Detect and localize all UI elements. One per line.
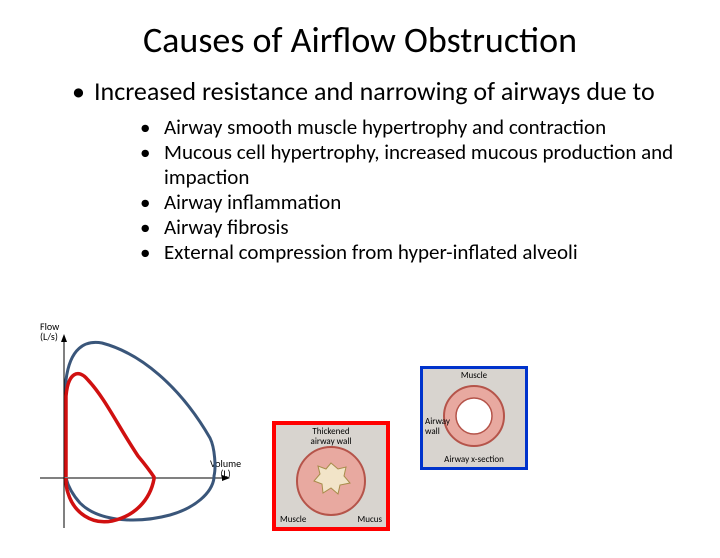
sub-bullet: External compression from hyper-inflated… bbox=[140, 240, 700, 264]
sub-bullet: Airway fibrosis bbox=[140, 215, 700, 239]
diag2-bottom-label: Airway x-section bbox=[423, 455, 525, 465]
sub-bullet-list: Airway smooth muscle hypertrophy and con… bbox=[140, 115, 700, 264]
lumen bbox=[456, 398, 492, 434]
obstructed-curve bbox=[66, 374, 154, 522]
x-axis-arrow bbox=[222, 475, 230, 481]
diag1-mucus-label: Mucus bbox=[358, 515, 382, 525]
diag2-wall-label: Airwaywall bbox=[425, 417, 450, 437]
y-axis-arrow bbox=[61, 334, 67, 342]
thickened-airway-diagram: Thickenedairway wall Muscle Mucus bbox=[272, 421, 390, 531]
normal-curve bbox=[66, 342, 215, 520]
sub-bullet: Airway smooth muscle hypertrophy and con… bbox=[140, 115, 700, 139]
flow-volume-loop-chart bbox=[30, 318, 230, 533]
slide-title: Causes of Airflow Obstruction bbox=[0, 18, 720, 62]
normal-airway-diagram: Muscle Airwaywall Airway x-section bbox=[420, 366, 528, 470]
main-bullet: Increased resistance and narrowing of ai… bbox=[72, 78, 680, 105]
diag2-muscle-label: Muscle bbox=[423, 371, 525, 381]
diag1-muscle-label: Muscle bbox=[280, 515, 306, 525]
sub-bullet: Mucous cell hypertrophy, increased mucou… bbox=[140, 140, 700, 188]
sub-bullet: Airway inflammation bbox=[140, 190, 700, 214]
